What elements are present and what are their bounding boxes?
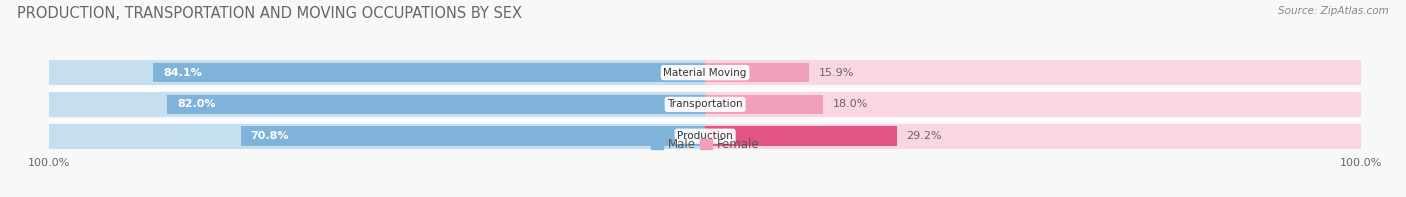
Text: 84.1%: 84.1%: [163, 68, 202, 78]
Text: 29.2%: 29.2%: [907, 131, 942, 141]
Text: Material Moving: Material Moving: [664, 68, 747, 78]
Bar: [706, 124, 1361, 149]
Legend: Male, Female: Male, Female: [647, 133, 763, 156]
Bar: [49, 92, 706, 117]
Text: Transportation: Transportation: [668, 99, 742, 109]
Text: 70.8%: 70.8%: [250, 131, 290, 141]
Text: 82.0%: 82.0%: [177, 99, 215, 109]
Text: 15.9%: 15.9%: [820, 68, 855, 78]
Bar: [706, 126, 897, 146]
Text: PRODUCTION, TRANSPORTATION AND MOVING OCCUPATIONS BY SEX: PRODUCTION, TRANSPORTATION AND MOVING OC…: [17, 6, 522, 21]
Bar: [49, 124, 706, 149]
Bar: [706, 60, 1361, 85]
Text: Source: ZipAtlas.com: Source: ZipAtlas.com: [1278, 6, 1389, 16]
Bar: [706, 63, 810, 83]
Bar: [706, 92, 1361, 117]
Bar: [167, 95, 706, 114]
Bar: [240, 126, 706, 146]
Bar: [153, 63, 706, 83]
Text: Production: Production: [678, 131, 733, 141]
Text: 18.0%: 18.0%: [832, 99, 869, 109]
Bar: [706, 95, 823, 114]
Bar: [49, 60, 706, 85]
